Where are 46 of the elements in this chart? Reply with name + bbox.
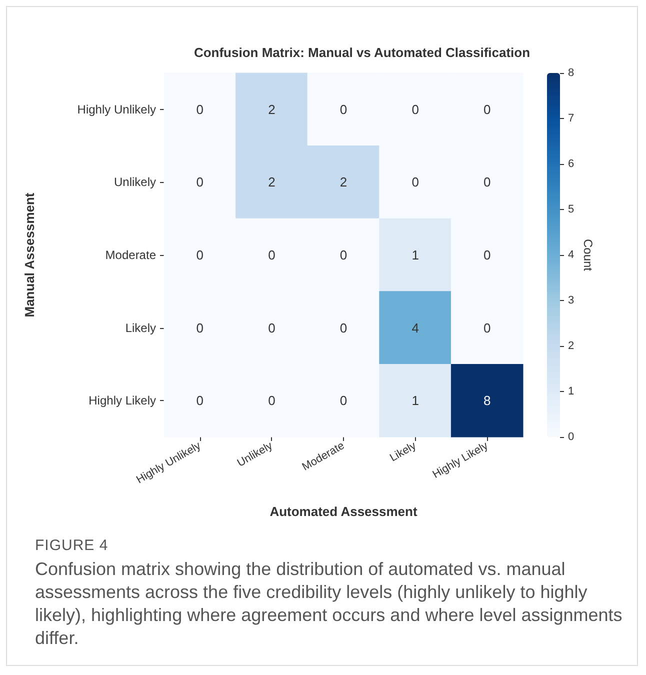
y-tick-label: Likely bbox=[125, 320, 156, 335]
data-label: 0 bbox=[268, 320, 276, 336]
data-label: 2 bbox=[340, 174, 348, 190]
data-label: 0 bbox=[483, 320, 491, 336]
data-label: 0 bbox=[196, 102, 204, 117]
color-bar-label: 5 bbox=[568, 204, 574, 216]
color-bar-label: 6 bbox=[568, 158, 574, 170]
x-axis-title: Automated Assessment bbox=[270, 504, 418, 519]
color-bar-label: 3 bbox=[568, 294, 574, 306]
data-label: 0 bbox=[412, 174, 419, 190]
caption: FIGURE 4 bbox=[35, 537, 110, 554]
data-label: 0 bbox=[196, 393, 204, 408]
data-label: 2 bbox=[268, 174, 276, 190]
data-label: 0 bbox=[483, 174, 491, 190]
chart-title: Confusion Matrix: Manual vs Automated Classification bbox=[194, 45, 530, 60]
data-label: 0 bbox=[268, 393, 276, 408]
data-label: 0 bbox=[483, 102, 491, 117]
data-label: 8 bbox=[483, 393, 491, 408]
data-label: 0 bbox=[483, 248, 491, 262]
y-axis-title: Manual Assessment bbox=[22, 192, 37, 318]
color-bar-label: 8 bbox=[568, 67, 574, 79]
y-tick-label: Highly Likely bbox=[88, 394, 156, 408]
color-bar-label: 1 bbox=[568, 386, 574, 398]
data-label: 0 bbox=[340, 393, 348, 408]
color-bar-title: Count bbox=[581, 238, 595, 272]
color-bar-label: 7 bbox=[568, 112, 574, 124]
data-label: 1 bbox=[412, 248, 419, 262]
color-bar-label: 2 bbox=[568, 340, 574, 352]
data-label: 0 bbox=[196, 248, 204, 262]
y-tick-label: Moderate bbox=[105, 248, 156, 262]
x-tick-label: Likely bbox=[388, 440, 419, 464]
text: Confusion matrix showing the distribution of automated vs. manual assessments across the five credibility levels (highly unlikely to highly likely), highlighting where agreement occurs and where level assignments differ. bbox=[35, 558, 623, 650]
data-label: 0 bbox=[196, 320, 204, 336]
data-label: 2 bbox=[268, 102, 276, 117]
color-bar-label: 0 bbox=[568, 431, 574, 443]
data-label: 0 bbox=[340, 320, 348, 336]
data-label: 0 bbox=[268, 248, 276, 262]
color-bar-label: 4 bbox=[568, 249, 574, 261]
data-label: 0 bbox=[412, 102, 419, 117]
y-tick-label: Unlikely bbox=[114, 175, 156, 190]
data-label: 0 bbox=[340, 248, 348, 262]
data-label: 0 bbox=[340, 102, 348, 117]
data-label: 0 bbox=[196, 174, 204, 190]
y-tick-label: Highly Unlikely bbox=[77, 102, 156, 116]
data-label: 4 bbox=[412, 320, 419, 336]
data-label: 1 bbox=[412, 393, 419, 408]
